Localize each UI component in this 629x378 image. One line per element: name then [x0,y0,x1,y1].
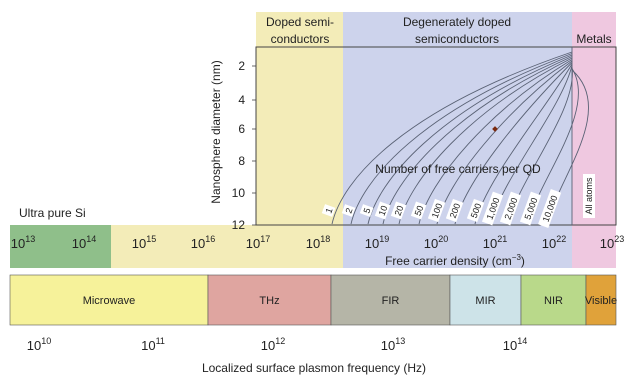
density-axis-label: Free carrier density (cm−3) [385,253,525,268]
density-bar-metals [572,225,616,268]
carrier-label-group: 2 [341,204,356,217]
carrier-label-bg [519,191,542,226]
density-tick-label: 1016 [191,234,215,251]
density-tick-label: 1018 [306,234,330,251]
carrier-label-bg [537,188,562,229]
density-tick-label: 1020 [424,234,448,251]
carrier-label-bg [499,191,522,226]
density-tick-label: 1023 [600,234,624,251]
y-tick-label: 10 [232,186,246,200]
data-marker [492,126,498,132]
carrier-label-group: 10 [374,201,391,220]
metals-title: Metals [576,32,611,46]
freq-tick-label: 1013 [381,336,405,353]
carrier-label: 1 [324,207,335,215]
carrier-label: 100 [430,202,445,220]
y-axis-label: Nanosphere diameter (nm) [209,60,223,203]
spectrum-label-nir: NIR [544,295,563,307]
spectrum-band-fir [330,274,451,326]
density-tick-label: 1022 [542,234,566,251]
doped-title-line2: conductors [271,32,330,46]
freq-tick-label: 1011 [141,336,165,353]
density-bar-doped [111,225,343,268]
carrier-label: 5 [362,207,373,215]
degenerate-title-line1: Degenerately doped [403,15,511,29]
density-tick-label: 1015 [132,234,156,251]
y-tick-label: 4 [238,93,245,107]
spectrum-label-thz: THz [259,295,279,307]
doped-title-line1: Doped semi- [266,15,334,29]
carrier-curve [350,53,573,225]
spectrum-label-visible: Visible [585,295,617,307]
spectrum-band-mir [449,274,522,326]
all-atoms-label: All atoms [584,177,594,215]
density-bar-degenerate [343,225,572,268]
all-atoms-bg [583,174,595,218]
carrier-label-group: 20 [390,201,407,220]
spectrum-label-microwave: Microwave [83,295,136,307]
density-tick-label: 1019 [365,234,389,251]
carrier-label-group: 50 [410,201,427,220]
y-tick-label: 12 [232,218,246,232]
freq-tick-label: 1010 [27,336,51,353]
freq-tick-label: 1014 [503,336,527,353]
carrier-label: 50 [413,204,426,217]
all-atoms-group: All atoms [583,174,595,218]
carrier-label-bg [410,201,427,220]
density-tick-label: 1017 [246,234,270,251]
freq-axis-label: Localized surface plasmon frequency (Hz) [202,361,426,375]
carrier-label-bg [481,191,504,226]
carrier-label-group: 1 [321,204,336,217]
carrier-title: Number of free carriers per QD [375,162,541,176]
y-tick-label: 8 [238,154,245,168]
carrier-label-bg [341,204,356,217]
spectrum-band-nir [520,274,587,326]
spectrum-label-mir: MIR [475,295,495,307]
carrier-label-bg [427,198,446,223]
density-bar-pure [10,225,111,268]
carrier-label-bg [321,204,336,217]
carrier-label: 20 [393,204,406,217]
degenerate-title-line2: semiconductors [415,32,499,46]
carrier-label-bg [466,198,485,223]
carrier-label-bg [390,201,407,220]
carrier-label-group: 5 [359,204,374,217]
carrier-label-group: 200 [445,198,464,223]
carrier-label-group: 100 [427,198,446,223]
carrier-curve [367,54,573,225]
carrier-label: 500 [469,202,484,220]
carrier-label-bg [374,201,391,220]
carrier-label: 200 [448,202,463,220]
density-tick-label: 1021 [483,234,507,251]
carrier-label: 2 [344,207,355,215]
y-tick-label: 2 [238,59,245,73]
spectrum-band-visible [585,274,617,326]
carrier-label-bg [445,198,464,223]
ultra-pure-label: Ultra pure Si [19,206,86,220]
y-tick-label: 6 [238,122,245,136]
carrier-curve [331,51,573,225]
density-tick-label: 1014 [72,234,96,251]
carrier-label-group: 500 [466,198,485,223]
freq-tick-label: 1012 [261,336,285,353]
carrier-label: 10 [377,204,390,217]
spectrum-label-fir: FIR [382,295,400,307]
carrier-label-bg [359,204,374,217]
density-tick-label: 1013 [11,234,35,251]
